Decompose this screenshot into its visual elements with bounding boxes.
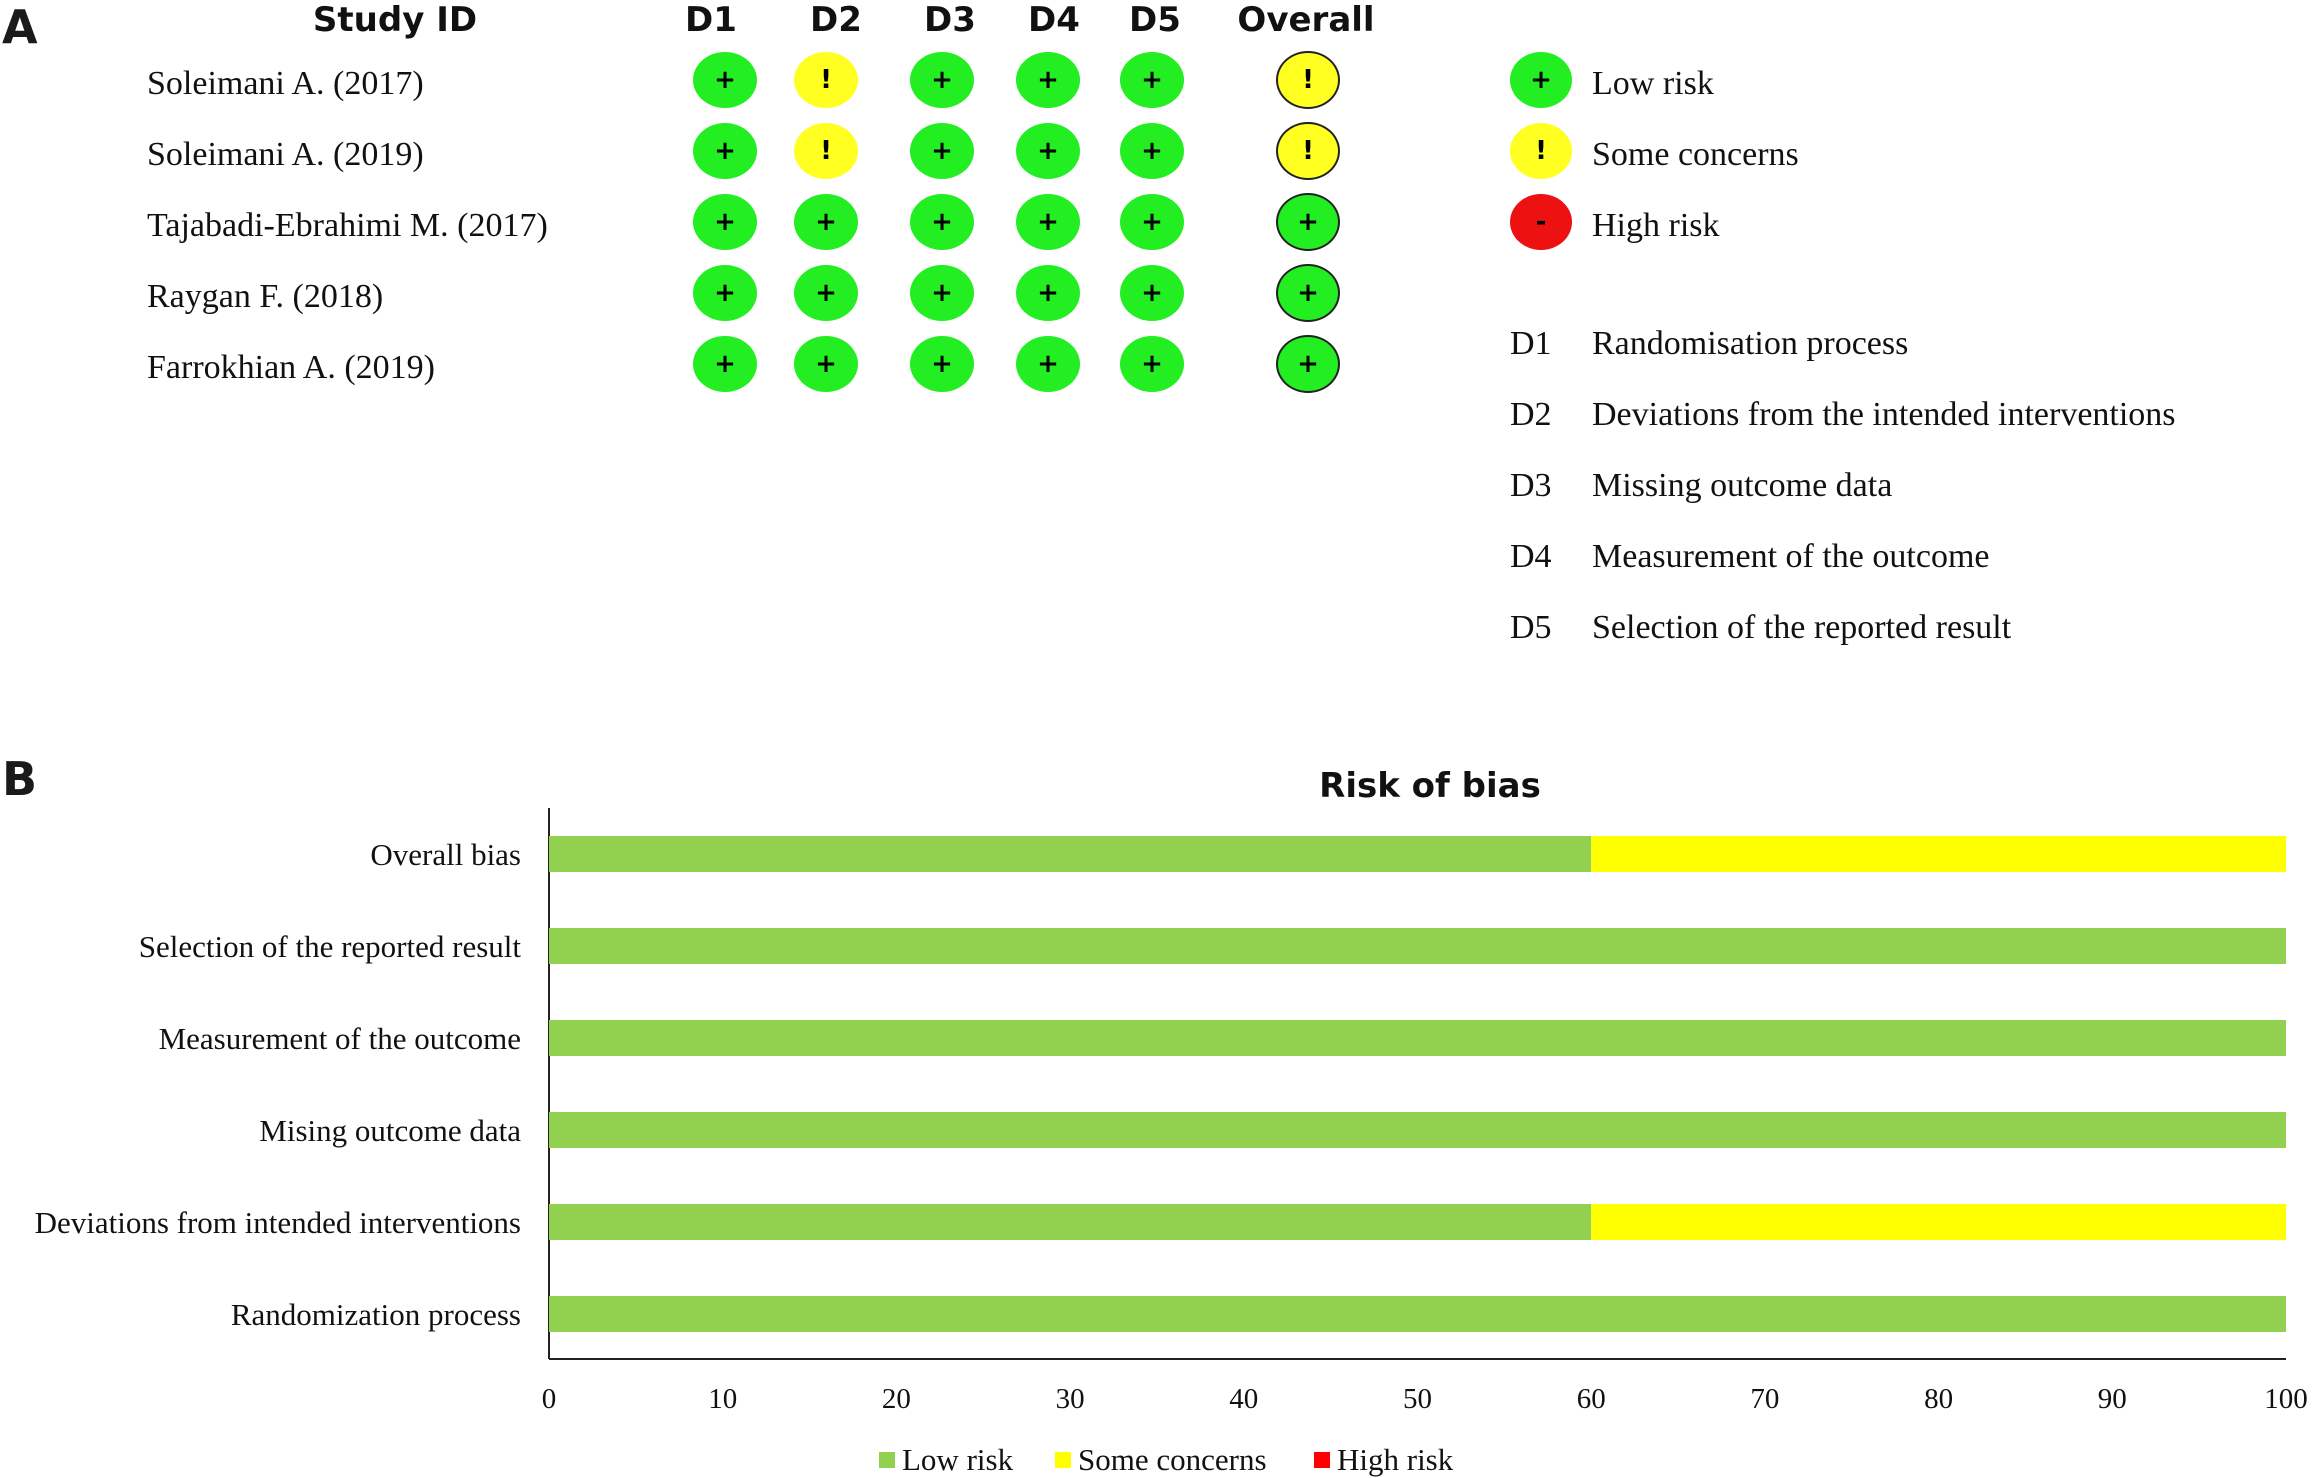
x-tick-label: 50 [1403, 1383, 1432, 1415]
bar-some-concerns [1591, 836, 2286, 872]
judgement-d4-low: + [1016, 52, 1080, 108]
panel-b-label: B [2, 752, 38, 806]
judgement-overall-low: + [1276, 193, 1340, 251]
judgement-d3-low: + [910, 123, 974, 179]
judgement-d2-low: + [794, 265, 858, 321]
x-tick-label: 90 [2098, 1383, 2127, 1415]
domain-code: D4 [1510, 538, 1552, 575]
category-labels: Overall bias Selection of the reported re… [35, 837, 522, 1332]
bar-low-risk [549, 1204, 1592, 1240]
bar-low-risk [549, 1020, 2286, 1056]
judgement-d3-low: + [910, 52, 974, 108]
judgement-overall-some: ! [1276, 122, 1340, 180]
legend-swatch-low-risk [879, 1452, 895, 1468]
study-label: Raygan F. (2018) [147, 278, 384, 315]
domain-description: Selection of the reported result [1592, 609, 2012, 646]
study-label: Soleimani A. (2019) [147, 136, 424, 173]
x-tick-label: 80 [1924, 1383, 1953, 1415]
domain-description: Missing outcome data [1592, 467, 1893, 504]
legend-swatch-some-concerns [1055, 1452, 1071, 1468]
study-label: Soleimani A. (2017) [147, 65, 424, 102]
judgement-d1-low: + [693, 336, 757, 392]
judgement-d3-low: + [910, 336, 974, 392]
legend-swatch-high-risk [1314, 1452, 1330, 1468]
chart-legend: Low risk Some concerns High risk [879, 1442, 1454, 1477]
header-d2: D2 [810, 0, 862, 40]
judgement-d1-low: + [693, 52, 757, 108]
legend-high-risk-label: High risk [1592, 207, 1720, 244]
study-label: Tajabadi-Ebrahimi M. (2017) [147, 207, 548, 244]
header-d1: D1 [685, 0, 737, 40]
study-label: Farrokhian A. (2019) [147, 349, 436, 386]
header-d4: D4 [1028, 0, 1080, 40]
header-d3: D3 [924, 0, 976, 40]
x-tick-label: 100 [2264, 1383, 2308, 1415]
legend-label: High risk [1337, 1442, 1454, 1477]
legend-label: Some concerns [1078, 1442, 1267, 1477]
judgement-d2-low: + [794, 336, 858, 392]
judgement-overall-some: ! [1276, 51, 1340, 109]
bars-group [549, 836, 2286, 1332]
judgement-d4-low: + [1016, 265, 1080, 321]
bar-some-concerns [1591, 1204, 2286, 1240]
legend-some-concerns-icon: ! [1510, 123, 1572, 179]
x-tick-label: 70 [1750, 1383, 1779, 1415]
category-label: Mising outcome data [259, 1113, 521, 1148]
legend-low-risk-icon: + [1510, 52, 1572, 108]
domain-code: D5 [1510, 609, 1552, 646]
panel-a-label: A [2, 0, 38, 54]
x-tick-label: 10 [708, 1383, 737, 1415]
judgement-overall-low: + [1276, 264, 1340, 322]
judgement-d5-low: + [1120, 265, 1184, 321]
judgement-overall-low: + [1276, 335, 1340, 393]
legend-some-concerns-label: Some concerns [1592, 136, 1799, 173]
x-tick-label: 60 [1577, 1383, 1606, 1415]
judgement-d1-low: + [693, 265, 757, 321]
legend-high-risk-icon: - [1510, 194, 1572, 250]
judgement-d5-low: + [1120, 336, 1184, 392]
x-tick-label: 30 [1056, 1383, 1085, 1415]
judgement-d1-low: + [693, 194, 757, 250]
chart-title: Risk of bias [1319, 766, 1541, 806]
domain-description: Measurement of the outcome [1592, 538, 1990, 575]
category-label: Selection of the reported result [139, 929, 522, 964]
bar-low-risk [549, 928, 2286, 964]
judgement-d5-low: + [1120, 194, 1184, 250]
category-label: Measurement of the outcome [159, 1021, 521, 1056]
judgement-d4-low: + [1016, 336, 1080, 392]
legend-label: Low risk [902, 1442, 1014, 1477]
x-tick-labels: 0 10 20 30 40 50 60 70 80 90 100 [542, 1383, 2308, 1415]
domain-description: Randomisation process [1592, 325, 1909, 362]
domain-code: D3 [1510, 467, 1552, 504]
judgement-d5-low: + [1120, 52, 1184, 108]
bar-low-risk [549, 1296, 2286, 1332]
bar-low-risk [549, 1112, 2286, 1148]
judgement-d2-some: ! [794, 52, 858, 108]
header-overall: Overall [1237, 0, 1375, 40]
domain-code: D2 [1510, 396, 1552, 433]
category-label: Randomization process [231, 1297, 521, 1332]
x-tick-label: 0 [542, 1383, 557, 1415]
x-tick-label: 40 [1229, 1383, 1258, 1415]
judgement-d3-low: + [910, 194, 974, 250]
judgement-d5-low: + [1120, 123, 1184, 179]
judgement-d3-low: + [910, 265, 974, 321]
judgement-d4-low: + [1016, 194, 1080, 250]
domain-code: D1 [1510, 325, 1552, 362]
domain-description: Deviations from the intended interventio… [1592, 396, 2176, 433]
judgement-d1-low: + [693, 123, 757, 179]
header-study-id: Study ID [312, 0, 478, 40]
category-label: Deviations from intended interventions [35, 1205, 521, 1240]
judgement-d2-some: ! [794, 123, 858, 179]
judgement-d2-low: + [794, 194, 858, 250]
bar-low-risk [549, 836, 1592, 872]
x-tick-label: 20 [882, 1383, 911, 1415]
header-d5: D5 [1129, 0, 1181, 40]
judgement-d4-low: + [1016, 123, 1080, 179]
category-label: Overall bias [370, 837, 521, 872]
legend-low-risk-label: Low risk [1592, 65, 1714, 102]
